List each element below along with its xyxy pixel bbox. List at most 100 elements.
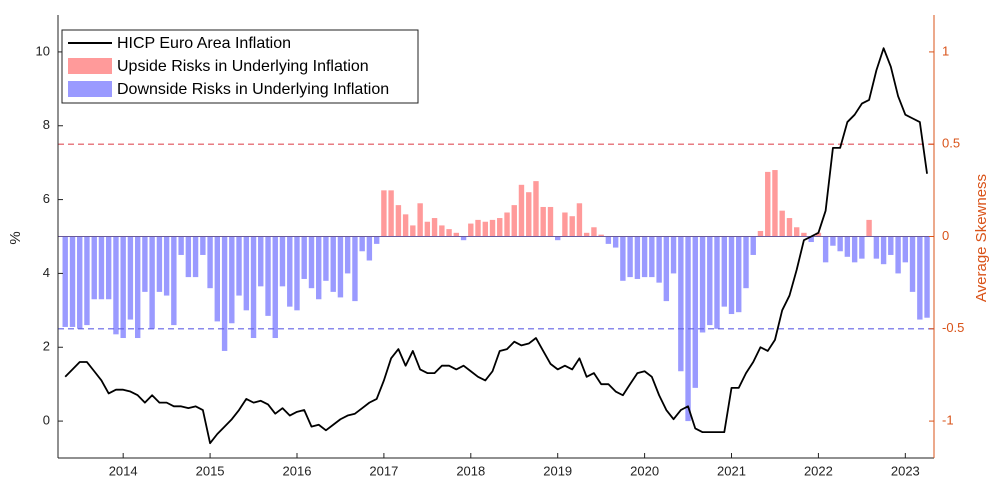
x-tick-label: 2023 <box>891 463 920 478</box>
skew-bar <box>460 236 467 241</box>
skew-bar <box>395 205 402 237</box>
skew-bar <box>830 236 836 246</box>
skew-bar <box>902 236 909 263</box>
skew-bar <box>924 236 930 318</box>
skew-bar <box>786 218 793 237</box>
skew-bar <box>308 236 315 289</box>
x-tick-label: 2014 <box>109 463 138 478</box>
y-tick-label: 6 <box>43 191 50 206</box>
skew-bar <box>163 236 170 296</box>
skew-bar <box>699 236 706 333</box>
skew-bar <box>895 236 901 274</box>
skew-bar <box>547 206 554 237</box>
skew-bar <box>62 236 68 327</box>
skew-bar <box>482 221 489 237</box>
skew-bar <box>815 232 822 237</box>
skew-bar <box>620 236 626 281</box>
skew-bar <box>381 190 387 237</box>
skew-bar <box>120 236 126 339</box>
skew-bar <box>605 236 612 244</box>
x-tick-label: 2018 <box>456 463 485 478</box>
skew-bar <box>214 236 220 322</box>
y-tick-label: 0 <box>43 413 50 428</box>
skew-bar <box>272 236 278 339</box>
legend-label: Downside Risks in Underlying Inflation <box>117 81 389 98</box>
skew-bar <box>84 236 90 326</box>
skew-bar <box>236 236 242 296</box>
skew-bar <box>200 236 206 255</box>
x-tick-label: 2017 <box>369 463 398 478</box>
skew-bar <box>475 219 481 237</box>
y-tick-label: 2 <box>43 339 50 354</box>
y2-tick-label: 1 <box>942 43 949 58</box>
skew-bar <box>663 236 670 302</box>
skew-bar <box>576 203 583 237</box>
skew-bar <box>424 221 431 237</box>
skew-bar <box>757 230 764 237</box>
skew-bar <box>583 232 590 237</box>
skew-bar <box>627 236 633 278</box>
skew-bar <box>330 236 336 292</box>
skew-bar <box>352 236 358 302</box>
skew-bar <box>649 236 655 278</box>
skew-bar <box>178 236 184 255</box>
skew-bar <box>721 236 727 307</box>
skew-bar <box>569 216 575 237</box>
skew-bar <box>258 236 264 287</box>
skew-bar <box>207 236 213 289</box>
skew-bar <box>728 236 735 315</box>
skew-bar <box>555 236 561 241</box>
skew-bar <box>229 236 235 324</box>
skew-bar <box>859 236 865 259</box>
skew-bar <box>171 236 177 326</box>
legend-label: Upside Risks in Underlying Inflation <box>117 58 369 75</box>
y2-tick-label: -1 <box>942 413 954 428</box>
skew-bar <box>598 234 604 237</box>
skew-bar <box>468 223 474 237</box>
skew-bar <box>431 218 438 237</box>
skew-bar <box>453 232 459 237</box>
skew-bar <box>793 227 800 237</box>
skew-bar <box>518 184 525 237</box>
y-axis-label: % <box>7 231 24 244</box>
x-tick-label: 2020 <box>630 463 659 478</box>
skew-bar <box>373 236 380 244</box>
skew-bar <box>736 236 742 313</box>
x-tick-label: 2022 <box>804 463 833 478</box>
skew-bar <box>801 232 807 237</box>
skew-bar <box>678 236 684 372</box>
x-tick-label: 2015 <box>196 463 225 478</box>
skew-bar <box>316 236 322 300</box>
skew-bar <box>837 236 843 252</box>
skew-bar <box>634 236 641 279</box>
skew-bar <box>113 236 119 335</box>
skew-bar <box>149 236 155 329</box>
skew-bar <box>192 236 199 278</box>
skew-bar <box>156 236 163 292</box>
skew-bar <box>417 203 423 237</box>
y2-tick-label: 0.5 <box>942 136 960 151</box>
skew-bar <box>591 227 597 237</box>
skew-bar <box>917 236 923 320</box>
skew-bar <box>134 236 141 339</box>
skew-bar <box>91 236 97 300</box>
skew-bar <box>489 219 496 237</box>
skew-bar <box>265 236 271 316</box>
skew-bar <box>873 236 880 259</box>
skew-bar <box>77 236 83 329</box>
skew-bar <box>287 236 293 307</box>
skew-bar <box>221 236 228 351</box>
skew-bar <box>743 236 749 289</box>
skew-bar <box>714 236 720 329</box>
x-tick-label: 2016 <box>283 463 312 478</box>
skew-bar <box>888 236 894 255</box>
skew-bar <box>344 236 351 274</box>
skew-bar <box>533 181 539 237</box>
skew-bar <box>402 214 409 237</box>
skew-bar <box>656 236 662 283</box>
skew-bar <box>410 225 416 237</box>
skew-bar <box>750 236 756 255</box>
skew-bar <box>612 236 619 248</box>
skew-bar <box>909 236 916 292</box>
